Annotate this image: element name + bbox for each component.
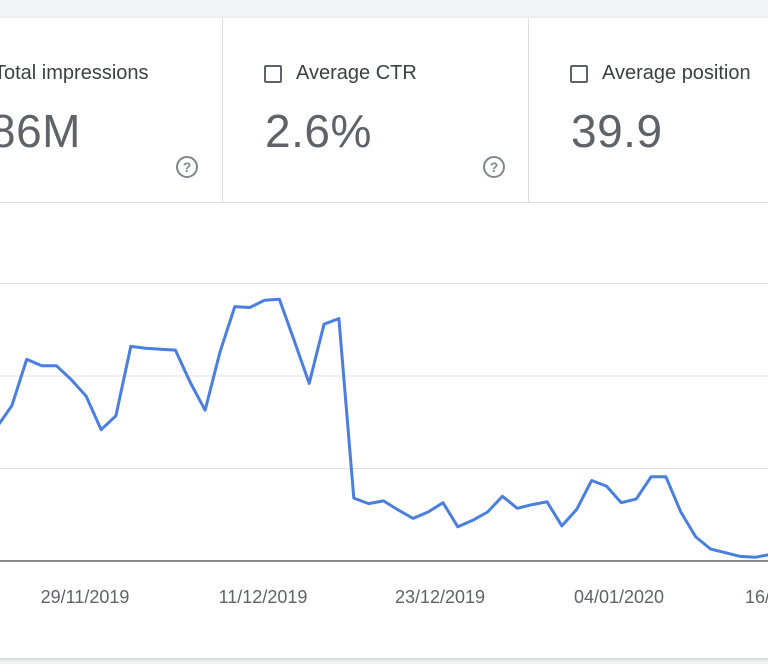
x-tick-label: 29/11/2019 — [41, 587, 130, 607]
metric-label-ctr: Average CTR — [264, 62, 417, 85]
performance-chart[interactable]: 29/11/2019 11/12/2019 23/12/2019 04/01/2020… — [0, 202, 768, 650]
metrics-row: Total impressions 86M ? Average CTR 2.6%… — [0, 18, 768, 203]
checkbox-icon[interactable] — [264, 64, 282, 83]
metric-value-impressions: 86M — [0, 105, 81, 157]
chart-svg: 29/11/2019 11/12/2019 23/12/2019 04/01/2020… — [0, 283, 768, 607]
metric-total-impressions[interactable]: Total impressions 86M ? — [0, 18, 222, 202]
x-tick-label: 04/01/2020 — [574, 587, 664, 607]
checkbox-icon[interactable] — [570, 64, 588, 83]
x-tick-label: 23/12/2019 — [395, 587, 485, 607]
metric-label-position-text: Average position — [602, 62, 751, 84]
help-icon[interactable]: ? — [483, 156, 505, 178]
metric-label-ctr-text: Average CTR — [296, 62, 417, 84]
performance-card — [0, 18, 768, 658]
metric-value-ctr: 2.6% — [265, 105, 372, 157]
help-icon[interactable]: ? — [176, 156, 198, 178]
x-tick-label: 11/12/2019 — [219, 587, 308, 607]
x-tick-label: 16/ — [745, 587, 768, 607]
metric-average-ctr[interactable]: Average CTR 2.6% ? — [222, 18, 528, 202]
metric-average-position[interactable]: Average position 39.9 — [528, 18, 768, 202]
metric-label-position: Average position — [570, 62, 751, 85]
metric-label-impressions: Total impressions — [0, 62, 149, 84]
metric-value-position: 39.9 — [571, 105, 663, 157]
series-line-0 — [0, 297, 768, 559]
